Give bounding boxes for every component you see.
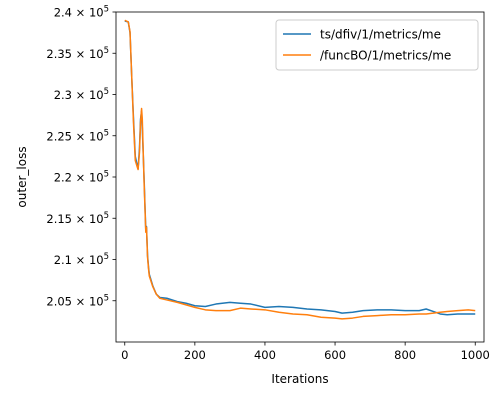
legend-box bbox=[275, 19, 479, 71]
legend: ts/dfiv/1/metrics/me/funcBO/1/metrics/me bbox=[275, 19, 479, 71]
x-tick-label: 1000 bbox=[461, 348, 490, 362]
y-axis-label: outer_loss bbox=[15, 146, 29, 207]
x-tick-label: 200 bbox=[184, 348, 206, 362]
y-tick-label: 2.1 × 105 bbox=[54, 252, 109, 267]
legend-label-2: /funcBO/1/metrics/me bbox=[320, 49, 451, 63]
y-tick-label: 2.15 × 105 bbox=[46, 211, 109, 226]
plot-area bbox=[124, 19, 476, 320]
x-tick-label: 600 bbox=[324, 348, 346, 362]
y-tick-label: 2.05 × 105 bbox=[46, 293, 109, 308]
y-tick-label: 2.35 × 105 bbox=[46, 46, 109, 61]
legend-label-1: ts/dfiv/1/metrics/me bbox=[320, 28, 441, 42]
x-axis-label: Iterations bbox=[271, 372, 328, 386]
axis-ticks: 0 200 400 600 800 1000 2.05 × 105 2.1 × 105 2.15… bbox=[46, 5, 489, 363]
x-tick-label: 800 bbox=[394, 348, 416, 362]
y-tick-label: 2.4 × 105 bbox=[54, 5, 109, 20]
y-tick-label: 2.25 × 105 bbox=[46, 128, 109, 143]
x-tick-label: 400 bbox=[254, 348, 276, 362]
y-tick-label: 2.2 × 105 bbox=[54, 170, 109, 185]
series-line-2 bbox=[124, 19, 476, 320]
y-tick-label: 2.3 × 105 bbox=[54, 87, 109, 102]
x-tick-label: 0 bbox=[121, 348, 128, 362]
axes-frame bbox=[115, 11, 485, 343]
